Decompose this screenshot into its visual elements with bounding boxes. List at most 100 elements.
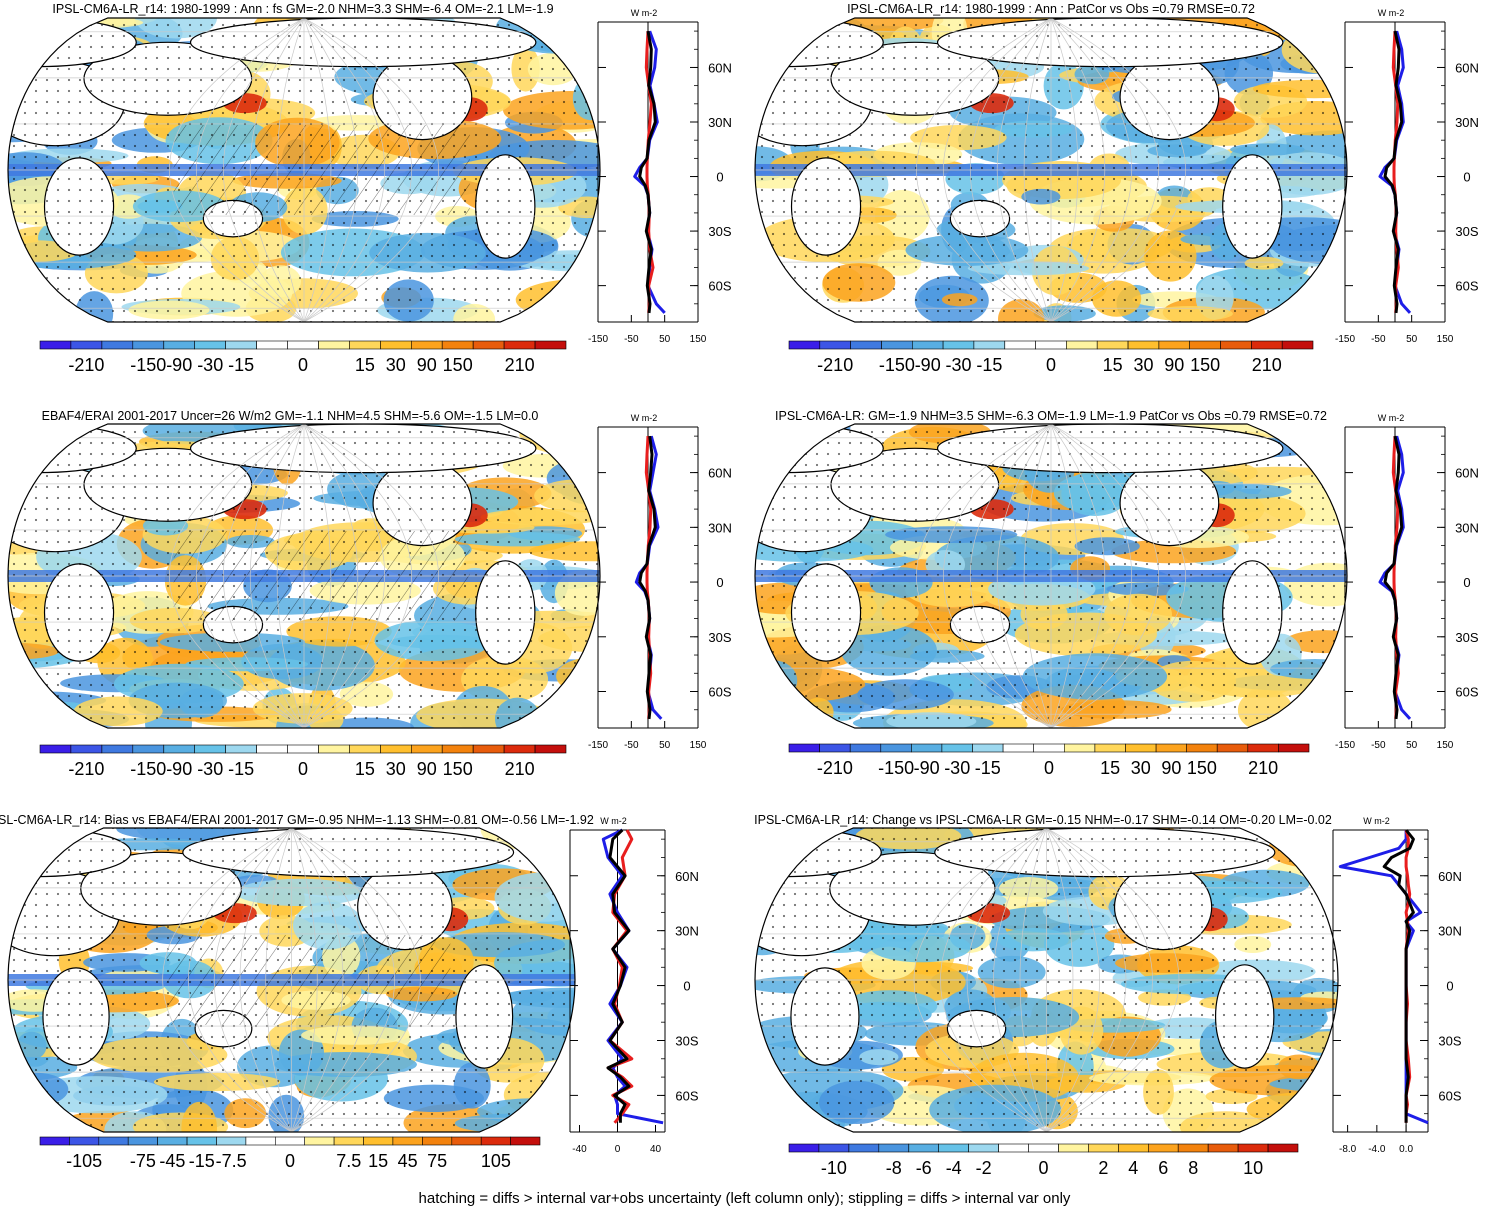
field-blob	[755, 298, 783, 322]
profile-lat-label: 0	[1463, 170, 1470, 185]
profile-lat-label: 60S	[1455, 685, 1478, 700]
colorbar-swatch	[472, 744, 505, 754]
colorbar-label: 0	[298, 355, 308, 375]
colorbar-label: 150	[443, 759, 473, 779]
colorbar-label: -105	[66, 1151, 102, 1171]
panel-title: IPSL-CM6A-LR_r14: 1980-1999 : Ann : fs G…	[52, 2, 553, 16]
profile-lat-label: 30N	[1455, 115, 1479, 130]
colorbar-label: 30	[386, 759, 406, 779]
colorbar-swatch	[225, 340, 257, 350]
profile-series-black	[1383, 435, 1404, 720]
colorbar-swatch	[1125, 743, 1157, 753]
colorbar-label: -30	[945, 355, 971, 375]
colorbar-label: -2	[976, 1158, 992, 1178]
colorbar-label: -15	[975, 758, 1001, 778]
profile-x-label: -150	[1335, 740, 1355, 751]
colorbar-swatch	[157, 1136, 188, 1146]
panel-title: EBAF4/ERAI 2001-2017 Uncer=26 W/m2 GM=-1…	[42, 409, 539, 423]
colorbar-swatch	[451, 1136, 482, 1146]
colorbar-swatch	[941, 743, 973, 753]
colorbar-label: 30	[1133, 355, 1153, 375]
lon-gridline	[303, 18, 386, 322]
colorbar-label: -210	[817, 355, 853, 375]
colorbar-swatch	[1278, 743, 1310, 753]
colorbar-swatch	[849, 743, 882, 753]
profile-lat-label: 60S	[708, 279, 731, 294]
field-blob	[528, 839, 575, 867]
colorbar-label: -15	[189, 1151, 215, 1171]
colorbar-swatch	[70, 744, 103, 754]
colorbar-swatch	[1064, 743, 1096, 753]
colorbar-label: 210	[505, 759, 535, 779]
profile-x-label: 150	[1437, 334, 1454, 345]
profile-x-label: 150	[1437, 740, 1454, 751]
panel-title: IPSL-CM6A-LR: GM=-1.9 NHM=3.5 SHM=-6.3 O…	[775, 409, 1327, 423]
profile-unit-label: W m-2	[600, 816, 627, 826]
profile-series-black	[1382, 829, 1415, 1123]
panel-title: IPSL-CM6A-LR_r14: 1980-1999 : Ann : PatC…	[847, 2, 1255, 16]
colorbar-swatch	[878, 1143, 909, 1153]
colorbar-swatch	[788, 340, 821, 350]
lon-gridline	[1023, 18, 1052, 322]
colorbar-swatch	[186, 1136, 217, 1146]
colorbar-swatch	[101, 340, 134, 350]
colorbar-label: 45	[398, 1151, 418, 1171]
profile-lat-label: 60S	[675, 1088, 698, 1103]
colorbar-label: -210	[68, 355, 104, 375]
colorbar-label: 150	[1187, 758, 1217, 778]
colorbar-swatch	[39, 744, 72, 754]
colorbar-swatch	[274, 1136, 305, 1146]
colorbar-swatch	[349, 340, 381, 350]
lon-gridline	[969, 424, 1052, 728]
colorbar-label: -90	[914, 758, 940, 778]
colorbar-swatch	[972, 743, 1004, 753]
map-outline	[754, 827, 1339, 1133]
profile-lat-label: 60N	[708, 466, 732, 481]
profile-x-label: 50	[1406, 740, 1418, 751]
lon-gridline	[1046, 828, 1100, 1132]
lon-gridline	[213, 828, 292, 1132]
colorbar-label: 150	[1190, 355, 1220, 375]
colorbar-swatch	[333, 1136, 364, 1146]
profile-lat-label: 0	[716, 575, 723, 590]
colorbar-swatch	[788, 743, 820, 753]
colorbar-swatch	[380, 340, 412, 350]
profile-unit-label: W m-2	[1378, 413, 1405, 423]
colorbar-swatch	[1058, 1143, 1089, 1153]
colorbar-label: 30	[1131, 758, 1151, 778]
colorbar-label: -150	[879, 355, 915, 375]
colorbar-swatch	[1088, 1143, 1119, 1153]
colorbar-swatch	[1220, 340, 1252, 350]
profile-series-black	[638, 30, 657, 314]
colorbar-swatch	[410, 744, 443, 754]
colorbar-swatch	[101, 744, 134, 754]
profile-x-label: -50	[1371, 740, 1386, 751]
colorbar-swatch	[1028, 1143, 1059, 1153]
colorbar-swatch	[132, 744, 165, 754]
lon-gridline	[303, 18, 412, 322]
colorbar-label: 0	[1044, 758, 1054, 778]
map-outline	[7, 423, 601, 729]
colorbar-swatch	[441, 744, 474, 754]
colorbar-swatch	[245, 1136, 276, 1146]
profile-lat-label: 60S	[1455, 279, 1478, 294]
colorbar-swatch	[534, 340, 567, 350]
profile-lat-label: 0	[1446, 979, 1453, 994]
colorbar-swatch	[881, 340, 913, 350]
colorbar-swatch	[318, 744, 350, 754]
lon-gridline	[916, 18, 1052, 322]
profile-x-label: -150	[588, 334, 608, 345]
colorbar-label: 2	[1098, 1158, 1108, 1178]
colorbar-swatch	[973, 340, 1006, 350]
lon-gridline	[1046, 828, 1153, 1132]
profile-lat-label: 0	[683, 979, 690, 994]
colorbar-swatch	[968, 1143, 999, 1153]
colorbar-swatch	[503, 340, 536, 350]
colorbar-label: 15	[368, 1151, 388, 1171]
profile-series-black	[606, 828, 631, 1123]
lon-gridline	[1046, 828, 1074, 1132]
profile-lat-label: 30S	[675, 1033, 698, 1048]
colorbar-swatch	[1094, 743, 1126, 753]
colorbar-swatch	[1237, 1143, 1269, 1153]
